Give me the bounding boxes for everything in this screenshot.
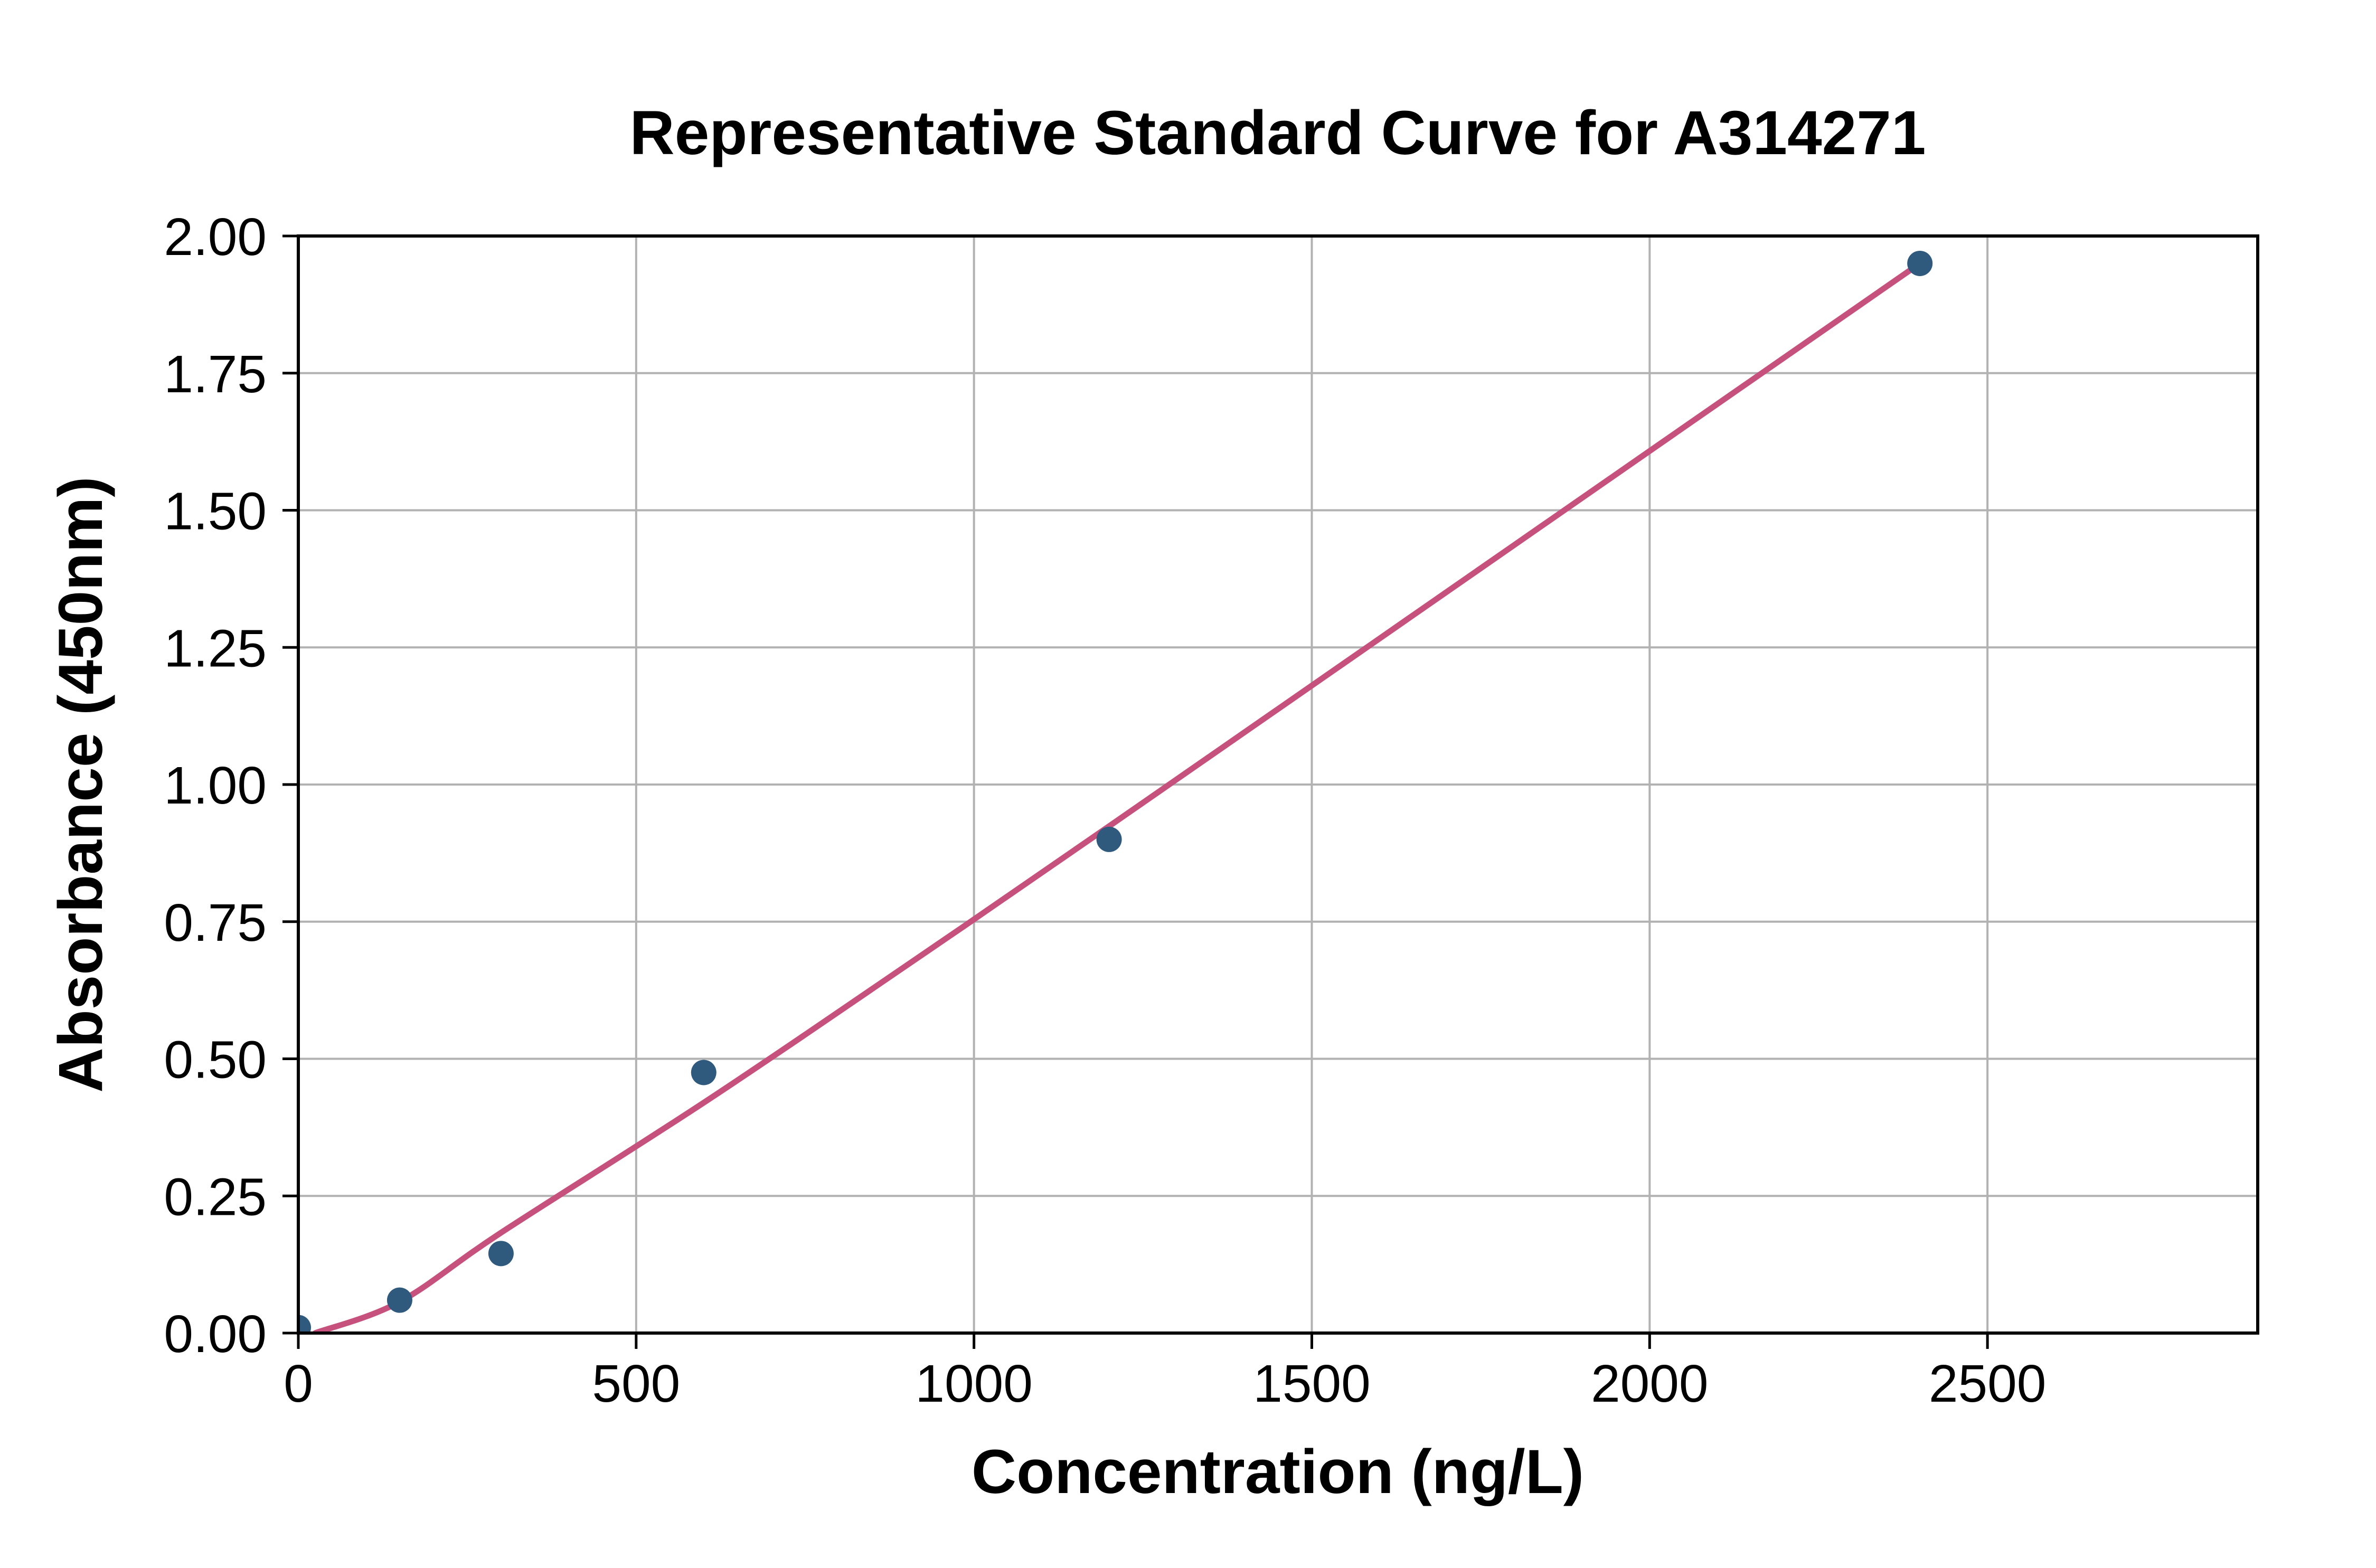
x-tick-label: 500: [592, 1354, 680, 1413]
data-point: [691, 1060, 716, 1085]
y-axis-label: Absorbance (450nm): [46, 476, 116, 1092]
data-point: [488, 1241, 514, 1267]
y-tick-label: 0.50: [164, 1031, 267, 1090]
series-layer: [298, 250, 1933, 1333]
plot-frame: [297, 234, 2259, 1335]
data-point: [1907, 250, 1933, 276]
x-tick-label: 0: [284, 1354, 313, 1413]
y-tick-label: 2.00: [164, 207, 267, 267]
x-tick-label: 1500: [1253, 1354, 1370, 1413]
data-point: [386, 1287, 412, 1313]
x-axis-label: Concentration (ng/L): [972, 1437, 1584, 1507]
x-tick-label: 2000: [1591, 1354, 1708, 1413]
y-tick-label: 1.50: [164, 482, 267, 541]
y-tick-label: 0.00: [164, 1305, 267, 1364]
x-tick-label: 2500: [1929, 1354, 2046, 1413]
data-point: [1096, 826, 1122, 852]
grid-layer: [297, 235, 2258, 1334]
y-tick-label: 1.00: [164, 756, 267, 815]
y-tick-label: 1.75: [164, 345, 267, 404]
data-point: [298, 1315, 311, 1333]
axes-border: [297, 234, 2259, 1335]
y-tick-label: 0.25: [164, 1167, 267, 1226]
chart-title: Representative Standard Curve for A31427…: [630, 98, 1926, 168]
y-tick-label: 0.75: [164, 893, 267, 952]
tick-layer: 0 500 1000 1500 2000 2500 0.00 0.25 0.50 0.75 1.00…: [164, 207, 2046, 1413]
y-tick-label: 1.25: [164, 619, 267, 678]
fitted-curve: [312, 260, 1923, 1333]
x-tick-label: 1000: [915, 1354, 1032, 1413]
